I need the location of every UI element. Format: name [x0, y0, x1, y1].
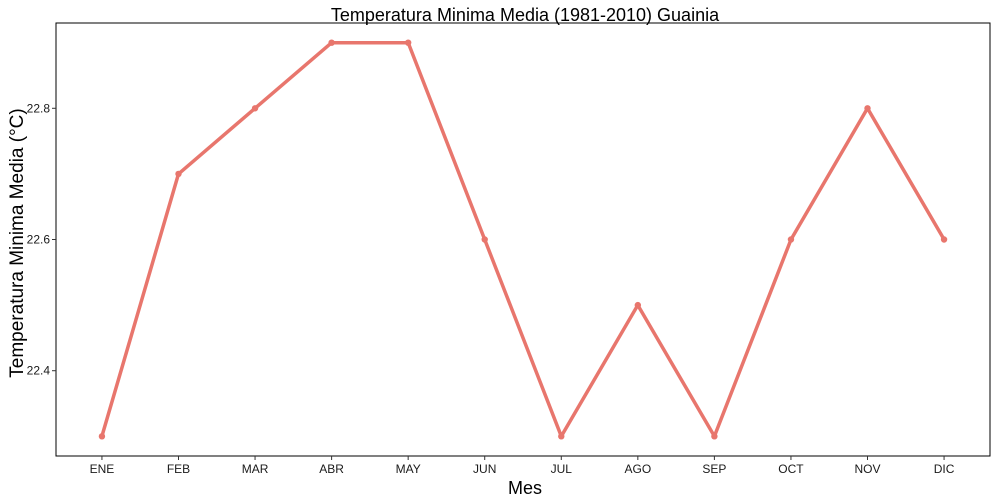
y-tick-label: 22.8 [27, 101, 51, 115]
data-point [864, 105, 871, 112]
data-point [98, 433, 106, 440]
x-axis: ENE FEB MAR ABR MAY JUN JUL AGO SEP OCT NOV DIC [90, 456, 955, 476]
x-tick-label: NOV [855, 462, 881, 476]
data-point [711, 433, 718, 440]
data-point [634, 301, 642, 309]
data-point [328, 39, 335, 46]
data-point [940, 236, 948, 243]
y-tick-label: 22.4 [27, 364, 51, 378]
x-tick-label: OCT [778, 462, 804, 476]
data-point [558, 433, 565, 440]
x-tick-label: SEP [702, 462, 726, 476]
x-tick-label: DIC [934, 462, 955, 476]
x-tick-label: MAY [396, 462, 421, 476]
chart-title: Temperatura Minima Media (1981-2010) Gua… [331, 5, 720, 25]
data-point [251, 105, 259, 112]
data-point [481, 236, 488, 243]
y-tick-label: 22.6 [27, 233, 51, 247]
series-layer [98, 39, 948, 440]
data-point [404, 39, 412, 46]
x-tick-label: ENE [90, 462, 115, 476]
x-tick-label: JUL [551, 462, 573, 476]
x-tick-label: ABR [319, 462, 344, 476]
x-tick-label: FEB [167, 462, 190, 476]
data-point [175, 170, 182, 178]
x-tick-label: MAR [242, 462, 269, 476]
x-axis-title: Mes [508, 478, 542, 498]
data-point [787, 236, 795, 243]
y-axis: 22.4 22.6 22.8 [27, 101, 56, 378]
x-tick-label: AGO [625, 462, 652, 476]
plot-panel-border [55, 22, 991, 457]
y-axis-title: Temperatura Minima Media (°C) [7, 108, 28, 377]
series-line [100, 40, 946, 439]
x-tick-label: JUN [473, 462, 496, 476]
